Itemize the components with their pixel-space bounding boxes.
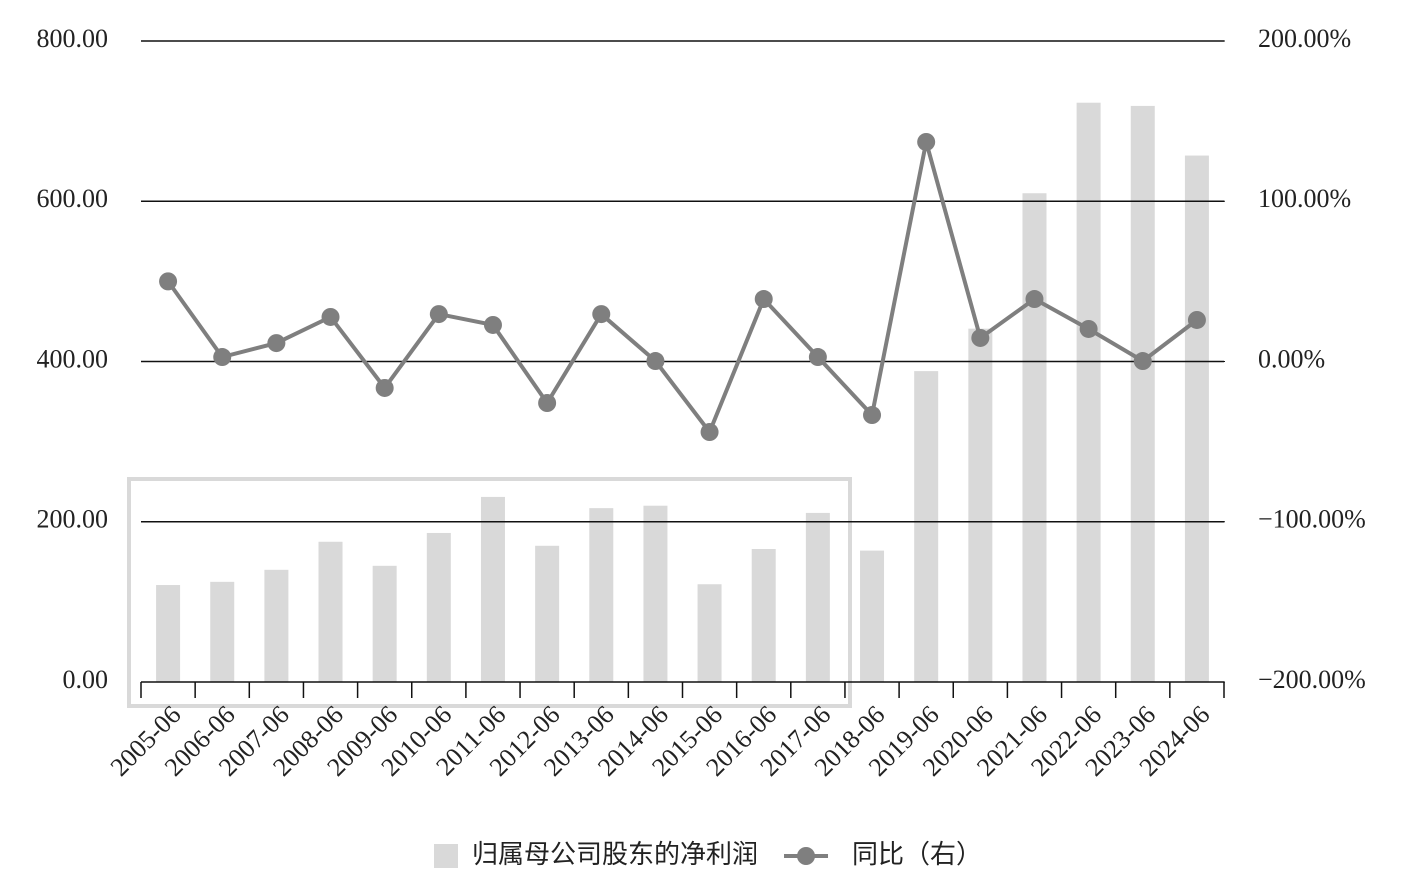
line-point [267, 334, 286, 353]
line-point [646, 352, 665, 371]
bar [426, 532, 451, 682]
bar [1184, 155, 1209, 683]
legend-label: 归属母公司股东的净利润 [472, 840, 758, 869]
legend-label: 同比（右） [852, 840, 982, 869]
legend-swatch [434, 844, 458, 868]
grid [140, 40, 1225, 698]
y-tick-label: 0.00 [63, 665, 109, 694]
y2-tick-label: 0.00% [1258, 344, 1325, 373]
y2-tick-label: −200.00% [1258, 665, 1366, 694]
bar [1130, 105, 1155, 683]
line-point [1133, 352, 1152, 371]
line-point [1187, 310, 1206, 329]
bar [210, 581, 235, 682]
y-tick-label: 400.00 [37, 344, 109, 373]
line-point [429, 305, 448, 324]
bar [643, 505, 668, 682]
line-point [754, 290, 773, 309]
line-point [700, 423, 719, 442]
y-tick-label: 600.00 [37, 184, 109, 213]
bar [697, 584, 722, 682]
bar [535, 545, 560, 682]
bar [860, 550, 885, 682]
bar [805, 512, 830, 682]
y2-tick-label: 200.00% [1258, 24, 1351, 53]
line-point [863, 406, 882, 425]
line-point [483, 315, 502, 334]
bar [318, 541, 343, 682]
bar [751, 548, 776, 682]
line-point [1079, 319, 1098, 338]
bar [1022, 193, 1047, 683]
line-point [592, 305, 611, 324]
y2-tick-label: −100.00% [1258, 505, 1366, 534]
y-tick-label: 200.00 [37, 505, 109, 534]
line-point [321, 307, 340, 326]
line-point [1025, 290, 1044, 309]
bars [156, 102, 1209, 683]
bar [914, 371, 939, 682]
highlight-box [127, 477, 852, 708]
bar [156, 585, 181, 682]
line-point [808, 348, 827, 367]
bar [480, 496, 505, 682]
line [166, 141, 1199, 437]
line-point [971, 328, 990, 347]
bar [264, 569, 289, 682]
line-point [538, 394, 557, 413]
y2-tick-label: 100.00% [1258, 184, 1351, 213]
legend-swatch [797, 847, 816, 865]
line-point [213, 348, 232, 367]
bar [589, 508, 614, 682]
line-point [375, 378, 394, 397]
bar [1076, 102, 1101, 683]
line-point [159, 272, 178, 291]
y-tick-label: 800.00 [37, 24, 109, 53]
line-point [917, 132, 936, 151]
bar [372, 565, 397, 682]
bar [968, 328, 993, 682]
